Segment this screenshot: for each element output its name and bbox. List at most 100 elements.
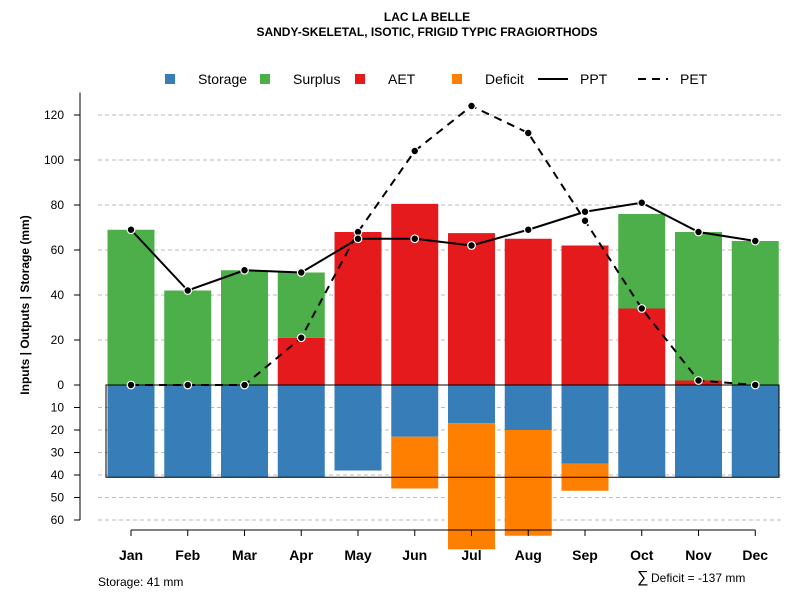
chart-title: LAC LA BELLE — [384, 10, 470, 24]
legend-swatch-surplus — [260, 74, 270, 84]
month-label: Feb — [175, 547, 200, 563]
month-label: Jan — [119, 547, 143, 563]
aet-bar — [334, 232, 382, 385]
month-label: Jun — [402, 547, 427, 563]
month-label: Jul — [461, 547, 481, 563]
y-axis-label: Inputs | Outputs | Storage (mm) — [18, 215, 32, 394]
x-axis: Jan Feb Mar Apr May Jun Jul Aug Sep Oct Nov Dec — [119, 529, 768, 563]
y-tick-label: 60 — [51, 243, 65, 257]
y-tick-label: 30 — [51, 446, 65, 460]
ppt-line — [130, 201, 756, 292]
month-label: Sep — [572, 547, 598, 563]
storage-bar — [334, 385, 382, 471]
storage-bar — [221, 385, 268, 478]
ppt-point — [467, 241, 476, 250]
aet-bar — [504, 238, 552, 385]
ppt-point — [410, 234, 420, 244]
storage-frame — [105, 384, 780, 478]
surplus-bar — [731, 241, 779, 385]
legend: Storage Surplus AET Deficit PPT PET — [165, 71, 708, 87]
pet-point — [410, 146, 420, 156]
ppt-point — [126, 225, 136, 235]
deficit-bar — [391, 436, 439, 489]
storage-bar — [618, 385, 666, 478]
pet-point — [467, 101, 476, 111]
ppt-point — [750, 236, 760, 246]
aet-bar — [561, 245, 609, 385]
ppt-point — [353, 234, 363, 244]
deficit-footnote: Deficit = -137 mm — [651, 571, 745, 585]
storage-bar — [277, 385, 325, 478]
deficit-bar — [448, 423, 495, 550]
month-label: Aug — [515, 547, 542, 563]
pet-point — [637, 304, 647, 313]
legend-label: Surplus — [293, 71, 340, 87]
aet-bar — [448, 233, 495, 385]
pet-point — [183, 380, 193, 390]
legend-label: AET — [388, 71, 416, 87]
bars — [107, 203, 779, 550]
deficit-symbol: ∑ — [637, 569, 648, 586]
ppt-point — [523, 225, 533, 235]
surplus-bar — [618, 214, 666, 309]
storage-bar — [448, 385, 495, 424]
month-label: May — [344, 547, 371, 563]
legend-label: Deficit — [485, 71, 524, 87]
aet-bar — [391, 203, 439, 385]
storage-capacity-box — [105, 384, 780, 478]
legend-swatch-aet — [355, 74, 365, 84]
ppt-point — [296, 268, 306, 277]
pet-point — [523, 128, 533, 138]
legend-label: Storage — [198, 71, 247, 87]
pet-line — [131, 104, 756, 386]
legend-label: PPT — [580, 71, 608, 87]
surplus-bar — [277, 272, 325, 338]
y-axis: 0 20 40 60 80 100 120 10 20 30 40 50 60 — [44, 92, 81, 527]
ppt-point — [240, 265, 249, 275]
y-tick-label: 40 — [51, 288, 65, 302]
storage-bar — [561, 385, 609, 464]
aet-bar — [618, 308, 666, 385]
y-tick-label: 20 — [51, 423, 65, 437]
legend-label: PET — [680, 71, 708, 87]
pet-point — [240, 380, 249, 390]
ppt-point — [183, 286, 193, 295]
surplus-bar — [107, 229, 155, 385]
ppt-point — [694, 227, 703, 237]
y-tick-label: 120 — [44, 108, 64, 122]
pet-point — [580, 216, 590, 226]
storage-bar — [391, 385, 439, 437]
month-label: Oct — [630, 547, 654, 563]
pet-point — [694, 376, 703, 385]
storage-bar — [675, 385, 722, 478]
surplus-bar — [221, 270, 268, 385]
month-label: Dec — [742, 547, 768, 563]
legend-swatch-deficit — [452, 74, 462, 84]
legend-swatch-storage — [165, 74, 175, 84]
ppt-point — [637, 198, 647, 208]
y-tick-label: 60 — [51, 513, 65, 527]
y-tick-label: 40 — [51, 468, 65, 482]
ppt-point — [580, 207, 590, 217]
y-tick-label: 100 — [44, 153, 64, 167]
pet-point — [296, 333, 306, 343]
y-tick-label: 10 — [51, 401, 65, 415]
y-tick-label: 80 — [51, 198, 65, 212]
chart-subtitle: SANDY-SKELETAL, ISOTIC, FRIGID TYPIC FRA… — [256, 25, 597, 39]
storage-bar — [107, 385, 155, 478]
aet-bar — [277, 337, 325, 385]
surplus-bar — [675, 232, 722, 381]
deficit-bar — [504, 430, 552, 536]
month-label: Nov — [685, 547, 712, 563]
y-tick-label: 0 — [57, 378, 64, 392]
storage-footnote: Storage: 41 mm — [98, 575, 183, 589]
storage-bar — [504, 385, 552, 430]
storage-bar — [731, 385, 779, 478]
month-label: Mar — [232, 547, 257, 563]
y-tick-label: 20 — [51, 333, 65, 347]
surplus-bar — [164, 290, 212, 385]
lines — [126, 101, 760, 390]
pet-point — [750, 380, 760, 390]
month-label: Apr — [289, 547, 314, 563]
